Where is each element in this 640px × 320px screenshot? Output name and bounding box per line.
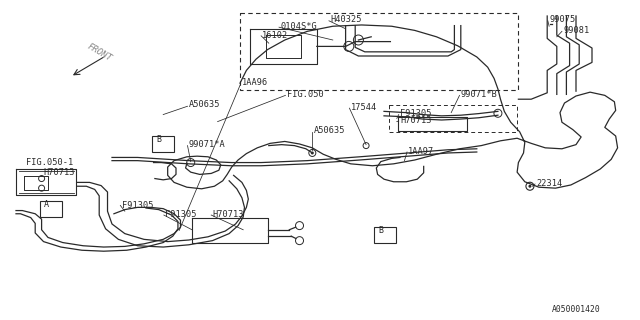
Text: 99071*A: 99071*A (189, 140, 225, 149)
Text: A50635: A50635 (189, 100, 220, 109)
Text: FRONT: FRONT (85, 42, 113, 63)
Text: F91305: F91305 (165, 210, 196, 219)
Text: 17544: 17544 (351, 103, 377, 112)
Text: A50635: A50635 (314, 126, 345, 135)
Circle shape (311, 151, 314, 155)
Text: A: A (44, 200, 49, 209)
Text: FIG.050-1: FIG.050-1 (26, 158, 73, 167)
Text: 1AA97: 1AA97 (408, 147, 435, 156)
Text: F91305: F91305 (400, 109, 431, 118)
Text: 1AA96: 1AA96 (242, 78, 268, 87)
Text: B: B (378, 226, 383, 235)
Text: F91305: F91305 (122, 201, 153, 210)
Text: H40325: H40325 (330, 15, 362, 24)
Bar (40, 201, 61, 217)
Text: 99081: 99081 (563, 26, 589, 35)
Text: H70713: H70713 (212, 210, 244, 219)
Text: H70713: H70713 (400, 116, 431, 124)
Text: 22314: 22314 (536, 179, 563, 188)
Text: 99071*B: 99071*B (461, 90, 497, 99)
Text: 99075: 99075 (549, 15, 575, 24)
Text: 16102: 16102 (262, 31, 289, 40)
Text: H70713: H70713 (44, 168, 75, 177)
Bar (152, 136, 174, 152)
Circle shape (529, 185, 531, 188)
Text: FIG.050: FIG.050 (287, 90, 323, 99)
Text: B: B (157, 135, 162, 144)
Text: A050001420: A050001420 (552, 305, 600, 314)
Text: 0104S*G: 0104S*G (280, 22, 317, 31)
Bar (374, 227, 396, 243)
